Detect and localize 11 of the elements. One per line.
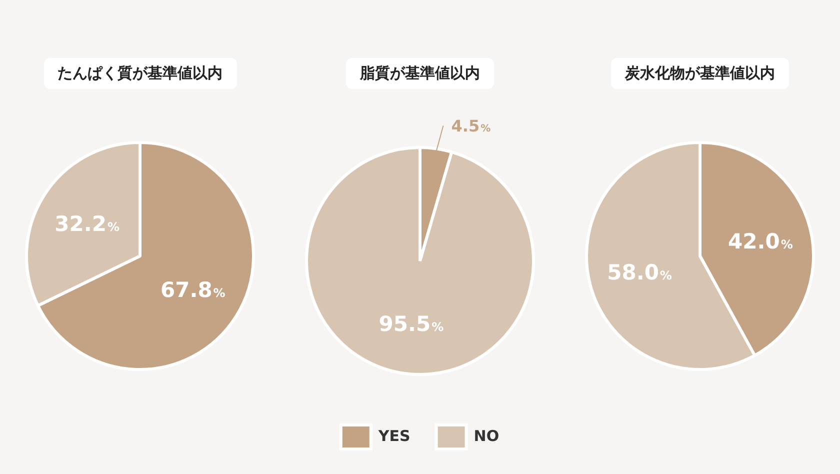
data-label: 32.2%	[54, 212, 120, 236]
legend-label: NO	[474, 426, 500, 445]
data-label: 67.8%	[160, 278, 226, 302]
legend-label: YES	[377, 426, 410, 445]
chart-title: 脂質が基準値以内	[346, 58, 494, 89]
chart-title: 炭水化物が基準値以内	[611, 58, 789, 89]
data-label: 95.5%	[378, 312, 444, 336]
data-label: 4.5%	[451, 116, 491, 136]
data-label: 58.0%	[607, 260, 672, 285]
chart-title: たんぱく質が基準値以内	[44, 58, 236, 89]
data-label: 42.0%	[728, 229, 793, 254]
